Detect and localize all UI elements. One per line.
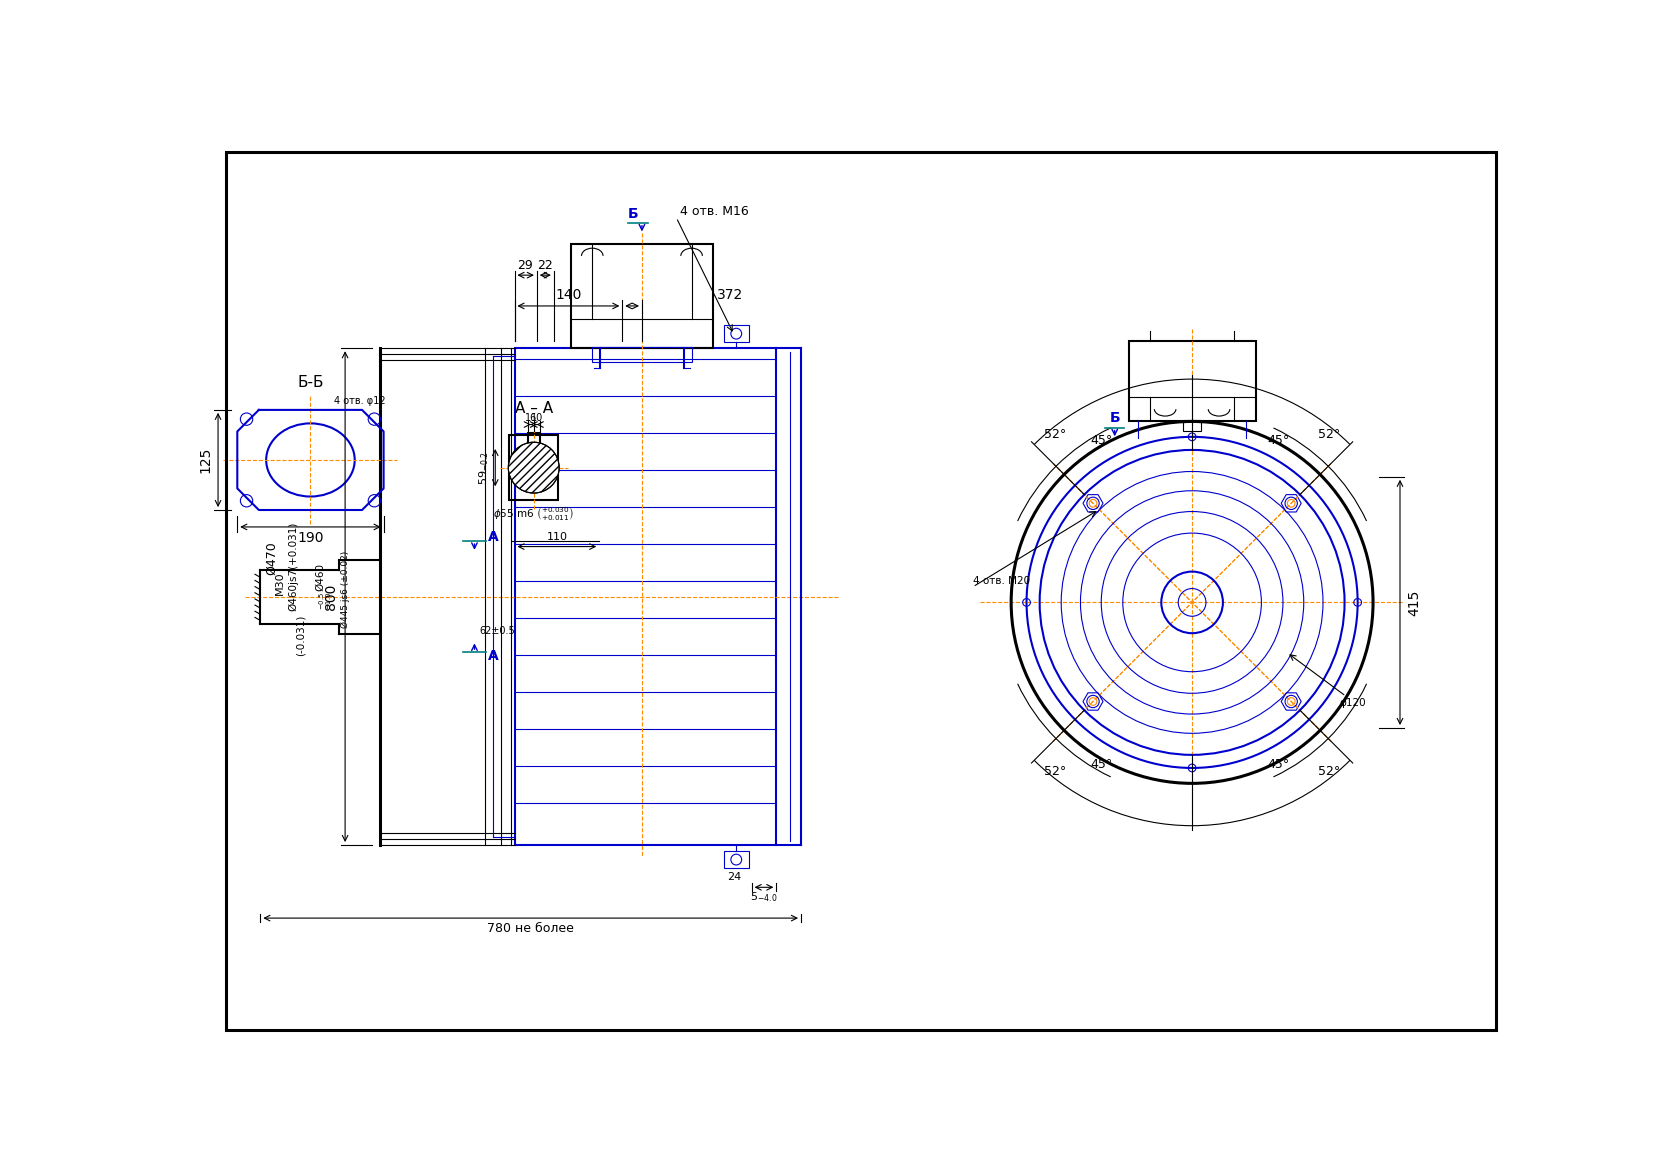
Bar: [1183, 420, 1201, 431]
Circle shape: [509, 442, 559, 493]
Text: 45°: 45°: [1267, 758, 1290, 771]
Text: Ø445 js6 (±0.02): Ø445 js6 (±0.02): [341, 550, 349, 627]
Text: 45°: 45°: [1090, 758, 1112, 771]
Text: 780 не более: 780 не более: [487, 922, 575, 935]
Bar: [593, 346, 692, 363]
Text: 22: 22: [538, 259, 553, 271]
Text: 140: 140: [554, 288, 581, 302]
Text: 45°: 45°: [1090, 434, 1112, 447]
Bar: [724, 851, 749, 868]
Text: $\phi$55 m6 $\left(^{+0.030}_{+0.011}\right)$: $\phi$55 m6 $\left(^{+0.030}_{+0.011}\ri…: [494, 505, 575, 522]
Text: 372: 372: [717, 288, 743, 302]
Text: 29: 29: [517, 259, 533, 271]
Text: 190: 190: [297, 531, 324, 545]
Text: 10: 10: [531, 413, 543, 424]
Text: 415: 415: [1406, 590, 1421, 615]
Text: 52°: 52°: [1319, 765, 1341, 778]
Text: 62±0.5: 62±0.5: [480, 626, 516, 636]
Text: 16: 16: [524, 413, 538, 424]
Text: А: А: [489, 649, 499, 663]
Text: М30: М30: [274, 571, 284, 594]
Text: 52°: 52°: [1043, 765, 1067, 778]
Text: 45°: 45°: [1267, 434, 1290, 447]
Text: $^{-0.5}_{-1.0}$: $^{-0.5}_{-1.0}$: [318, 591, 334, 610]
Bar: [724, 325, 749, 342]
Text: 4 отв. М20: 4 отв. М20: [973, 576, 1030, 586]
Bar: [509, 435, 558, 500]
Text: 52°: 52°: [1319, 428, 1341, 441]
Text: Ø460: Ø460: [316, 564, 326, 591]
Text: 800: 800: [324, 584, 338, 610]
Text: (-0.031): (-0.031): [296, 614, 306, 656]
Bar: [1129, 340, 1255, 421]
Text: $59_{-0.2}$: $59_{-0.2}$: [477, 450, 491, 484]
Text: Б: Б: [1109, 412, 1121, 426]
Text: 125: 125: [198, 447, 212, 473]
Text: φ120: φ120: [1339, 697, 1366, 708]
Bar: [514, 349, 776, 845]
Text: Б-Б: Б-Б: [297, 376, 324, 391]
Text: 4 отв. М16: 4 отв. М16: [680, 205, 749, 218]
Text: Ø460js7(+0.031): Ø460js7(+0.031): [289, 521, 299, 611]
Bar: [571, 245, 714, 349]
Text: А: А: [489, 530, 499, 544]
Text: Ø470: Ø470: [265, 542, 279, 574]
Text: 110: 110: [546, 531, 568, 542]
Text: $5_{-4.0}$: $5_{-4.0}$: [751, 890, 778, 904]
Text: Б: Б: [627, 207, 638, 221]
Text: А – А: А – А: [514, 401, 553, 415]
Text: 4 отв. φ12: 4 отв. φ12: [334, 395, 385, 406]
Text: 24: 24: [727, 873, 741, 882]
Bar: [528, 433, 539, 443]
Text: 52°: 52°: [1043, 428, 1067, 441]
